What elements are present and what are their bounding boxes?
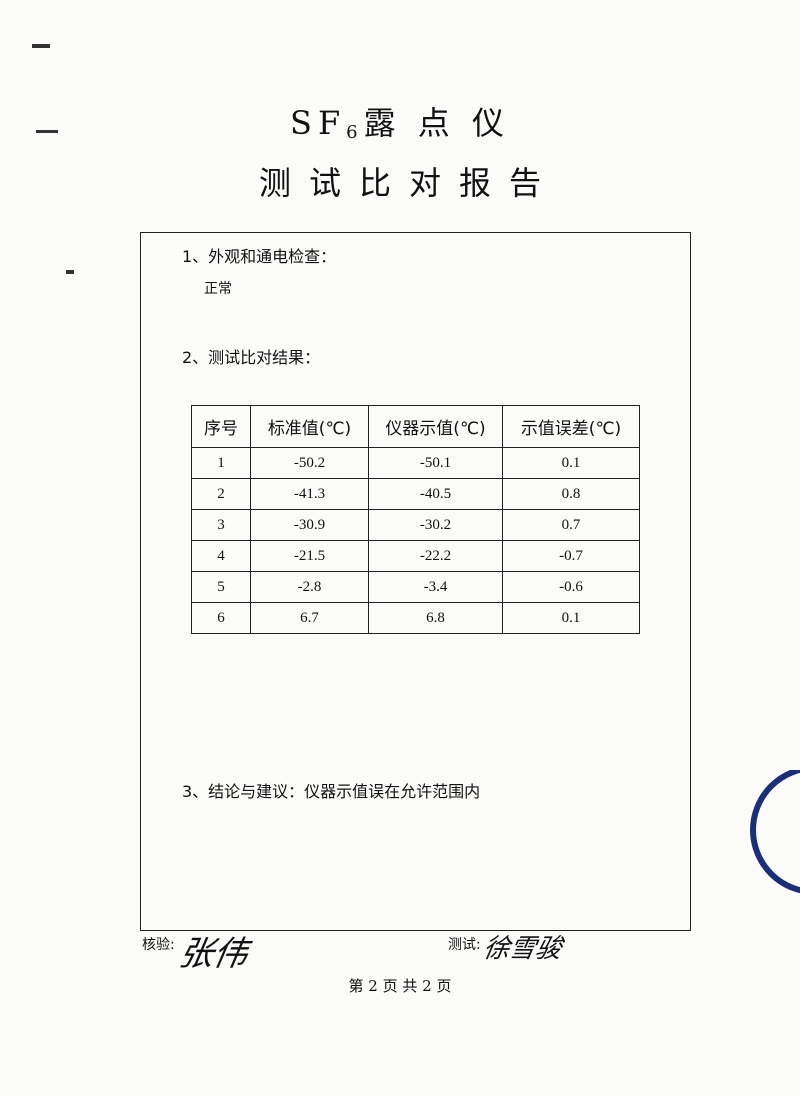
cell-error: -0.6 — [502, 571, 640, 603]
cell-standard: -21.5 — [250, 540, 369, 572]
stamp-seal — [750, 770, 800, 894]
header-error: 示值误差(℃) — [502, 405, 640, 448]
cell-index: 1 — [191, 447, 251, 479]
cell-standard: -50.2 — [250, 447, 369, 479]
scan-mark — [32, 44, 50, 48]
test-label: 测试: — [448, 937, 481, 953]
cell-reading: -40.5 — [368, 478, 503, 510]
table-header-row: 序号 标准值(℃) 仪器示值(℃) 示值误差(℃) — [191, 405, 640, 448]
stamp-ring — [750, 770, 800, 894]
document-title: SF6 露 点 仪 — [0, 98, 800, 144]
cell-index: 3 — [191, 509, 251, 541]
header-reading: 仪器示值(℃) — [368, 405, 503, 448]
cell-error: 0.8 — [502, 478, 640, 510]
table-row: 2 -41.3 -40.5 0.8 — [191, 478, 640, 510]
check-signature: 张伟 — [175, 934, 251, 974]
cell-standard: -30.9 — [250, 509, 369, 541]
header-standard: 标准值(℃) — [250, 405, 369, 448]
table-row: 1 -50.2 -50.1 0.1 — [191, 447, 640, 479]
section-1-label: 1、外观和通电检查： — [182, 247, 337, 266]
section-3-conclusion: 3、结论与建议：仪器示值误在允许范围内 — [182, 782, 481, 801]
cell-error: -0.7 — [502, 540, 640, 572]
header-index: 序号 — [191, 405, 251, 448]
page-number: 第 2 页 共 2 页 — [348, 977, 452, 995]
cell-index: 2 — [191, 478, 251, 510]
cell-error: 0.1 — [502, 602, 640, 634]
results-table: 序号 标准值(℃) 仪器示值(℃) 示值误差(℃) 1 -50.2 -50.1 0.1… — [191, 405, 640, 634]
report-frame — [140, 232, 691, 931]
section-2-label: 2、测试比对结果： — [182, 348, 321, 367]
cell-reading: -50.1 — [368, 447, 503, 479]
cell-standard: 6.7 — [250, 602, 369, 634]
cell-reading: -22.2 — [368, 540, 503, 572]
table-row: 5 -2.8 -3.4 -0.6 — [191, 571, 640, 603]
cell-error: 0.7 — [502, 509, 640, 541]
scan-mark — [66, 270, 74, 274]
cell-reading: 6.8 — [368, 602, 503, 634]
document-subtitle: 测试比对报告 — [258, 164, 559, 202]
title-name: 露 点 仪 — [363, 104, 510, 142]
cell-index: 4 — [191, 540, 251, 572]
test-signature: 徐雪骏 — [480, 934, 565, 964]
scan-mark — [36, 130, 58, 133]
title-subscript: 6 — [346, 122, 358, 143]
check-label: 核验: — [142, 937, 175, 953]
cell-index: 6 — [191, 602, 251, 634]
cell-index: 5 — [191, 571, 251, 603]
cell-reading: -3.4 — [368, 571, 503, 603]
cell-standard: -2.8 — [250, 571, 369, 603]
table-row: 4 -21.5 -22.2 -0.7 — [191, 540, 640, 572]
section-1-value: 正常 — [204, 281, 232, 297]
cell-standard: -41.3 — [250, 478, 369, 510]
cell-reading: -30.2 — [368, 509, 503, 541]
cell-error: 0.1 — [502, 447, 640, 479]
title-prefix: SF — [290, 104, 347, 142]
table-row: 3 -30.9 -30.2 0.7 — [191, 509, 640, 541]
table-row: 6 6.7 6.8 0.1 — [191, 602, 640, 634]
